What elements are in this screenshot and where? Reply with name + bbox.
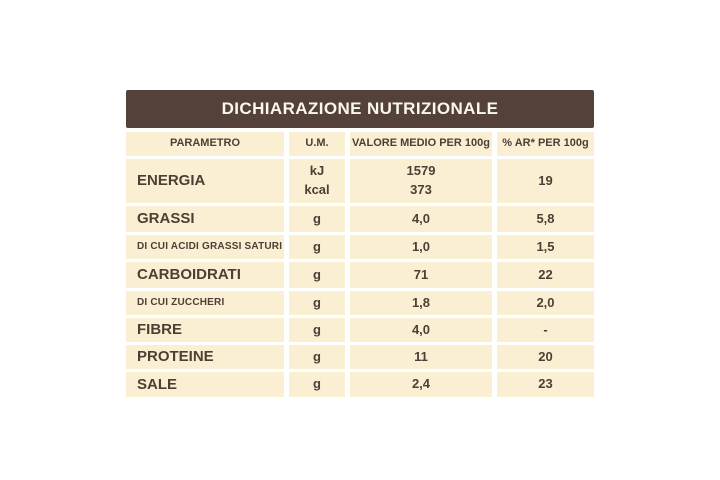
row-value-sale: 2,4: [350, 372, 492, 397]
row-unit-grassi: g: [289, 206, 345, 232]
row-label-fibre: FIBRE: [126, 318, 284, 342]
row-ar-acidi-grassi-saturi: 1,5: [497, 235, 594, 259]
column-header-valore-medio: VALORE MEDIO PER 100g: [350, 132, 492, 156]
row-value-proteine: 11: [350, 345, 492, 369]
row-label-sale: SALE: [126, 372, 284, 397]
row-ar-energia: 19: [497, 159, 594, 203]
row-unit-energia: kJ kcal: [289, 159, 345, 203]
table-title: DICHIARAZIONE NUTRIZIONALE: [126, 90, 594, 128]
column-header-um: U.M.: [289, 132, 345, 156]
row-value-acidi-grassi-saturi: 1,0: [350, 235, 492, 259]
row-unit-sale: g: [289, 372, 345, 397]
column-header-ar-percent: % AR* PER 100g: [497, 132, 594, 156]
row-ar-grassi: 5,8: [497, 206, 594, 232]
row-ar-carboidrati: 22: [497, 262, 594, 288]
row-unit-zuccheri: g: [289, 291, 345, 315]
row-value-carboidrati: 71: [350, 262, 492, 288]
row-label-acidi-grassi-saturi: DI CUI ACIDI GRASSI SATURI: [126, 235, 284, 259]
row-label-grassi: GRASSI: [126, 206, 284, 232]
row-label-proteine: PROTEINE: [126, 345, 284, 369]
row-ar-fibre: -: [497, 318, 594, 342]
row-label-carboidrati: CARBOIDRATI: [126, 262, 284, 288]
row-ar-zuccheri: 2,0: [497, 291, 594, 315]
row-unit-proteine: g: [289, 345, 345, 369]
row-ar-sale: 23: [497, 372, 594, 397]
row-unit-carboidrati: g: [289, 262, 345, 288]
row-unit-fibre: g: [289, 318, 345, 342]
row-value-zuccheri: 1,8: [350, 291, 492, 315]
row-label-energia: ENERGIA: [126, 159, 284, 203]
row-ar-proteine: 20: [497, 345, 594, 369]
column-header-parametro: PARAMETRO: [126, 132, 284, 156]
row-value-grassi: 4,0: [350, 206, 492, 232]
row-value-fibre: 4,0: [350, 318, 492, 342]
row-label-zuccheri: DI CUI ZUCCHERI: [126, 291, 284, 315]
nutrition-declaration-table: DICHIARAZIONE NUTRIZIONALE PARAMETRO U.M…: [126, 90, 594, 397]
nutrition-grid: PARAMETRO U.M. VALORE MEDIO PER 100g % A…: [126, 132, 594, 397]
row-value-energia: 1579 373: [350, 159, 492, 203]
row-unit-acidi-grassi-saturi: g: [289, 235, 345, 259]
